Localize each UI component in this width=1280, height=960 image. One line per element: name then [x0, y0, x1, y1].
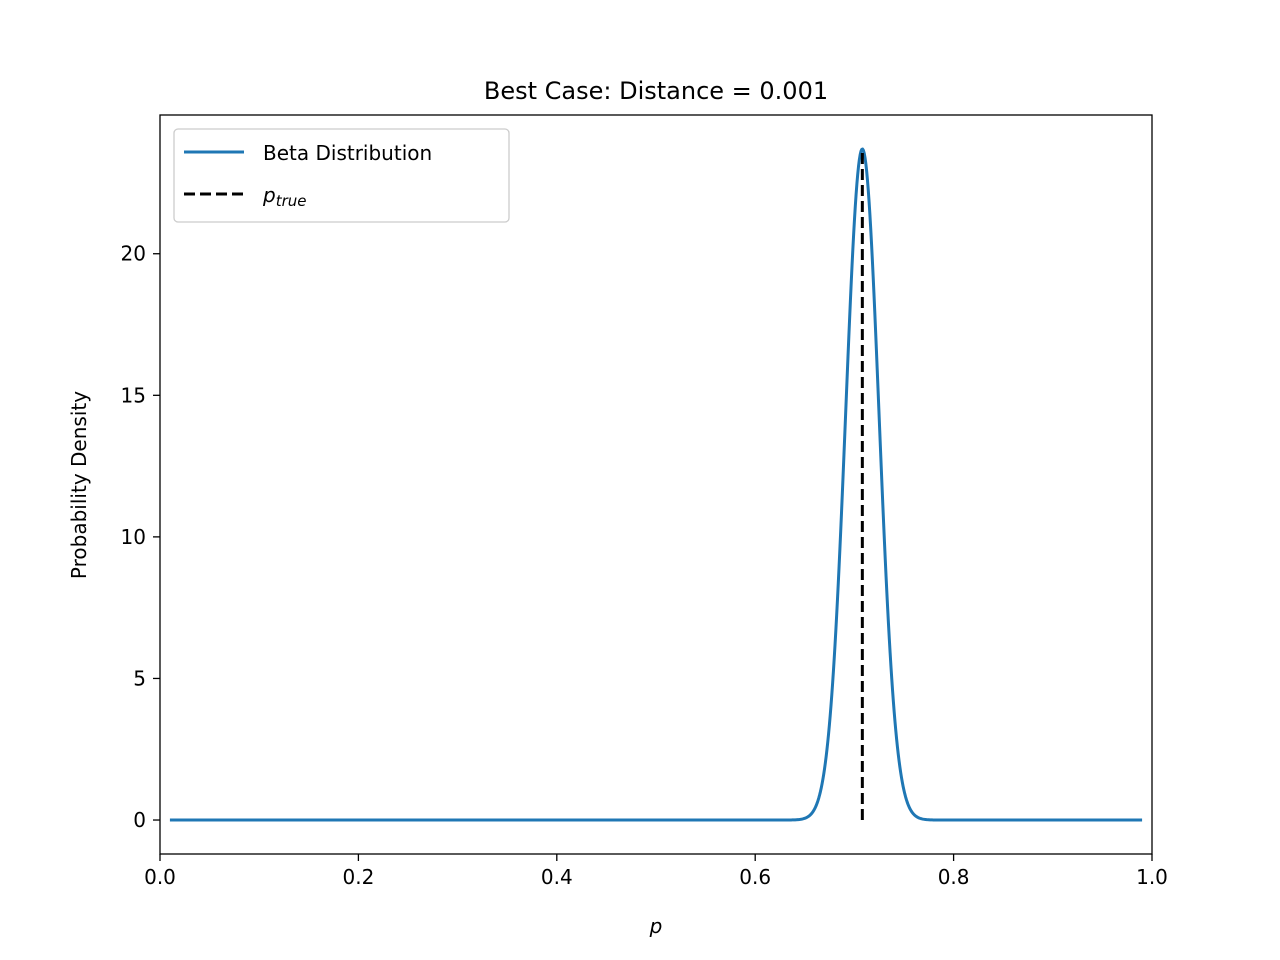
x-tick-label: 0.6	[739, 865, 771, 889]
series-beta-distribution-line	[169, 147, 1143, 822]
x-axis: 0.0 0.2 0.4 0.6 0.8 1.0	[144, 854, 1168, 889]
x-tick-label: 0.4	[541, 865, 573, 889]
legend-entry-beta: Beta Distribution	[263, 141, 432, 165]
plot-frame	[159, 114, 1153, 855]
chart-title: Best Case: Distance = 0.001	[484, 77, 828, 105]
y-tick-label: 15	[121, 383, 146, 407]
x-axis-label: p	[649, 914, 663, 938]
legend-box	[173, 128, 510, 223]
y-tick-label: 0	[133, 808, 146, 832]
x-tick-label: 0.2	[342, 865, 374, 889]
y-axis-label: Probability Density	[67, 391, 91, 579]
legend: Beta Distribution ptrue	[173, 128, 510, 223]
y-tick-label: 10	[121, 525, 146, 549]
legend-entry-ptrue: ptrue	[262, 183, 307, 210]
y-tick-label: 20	[121, 242, 146, 266]
y-tick-label: 5	[133, 666, 146, 690]
x-tick-label: 0.8	[938, 865, 970, 889]
y-axis: 0 5 10 15 20	[121, 242, 160, 832]
x-tick-label: 0.0	[144, 865, 176, 889]
x-tick-label: 1.0	[1136, 865, 1168, 889]
